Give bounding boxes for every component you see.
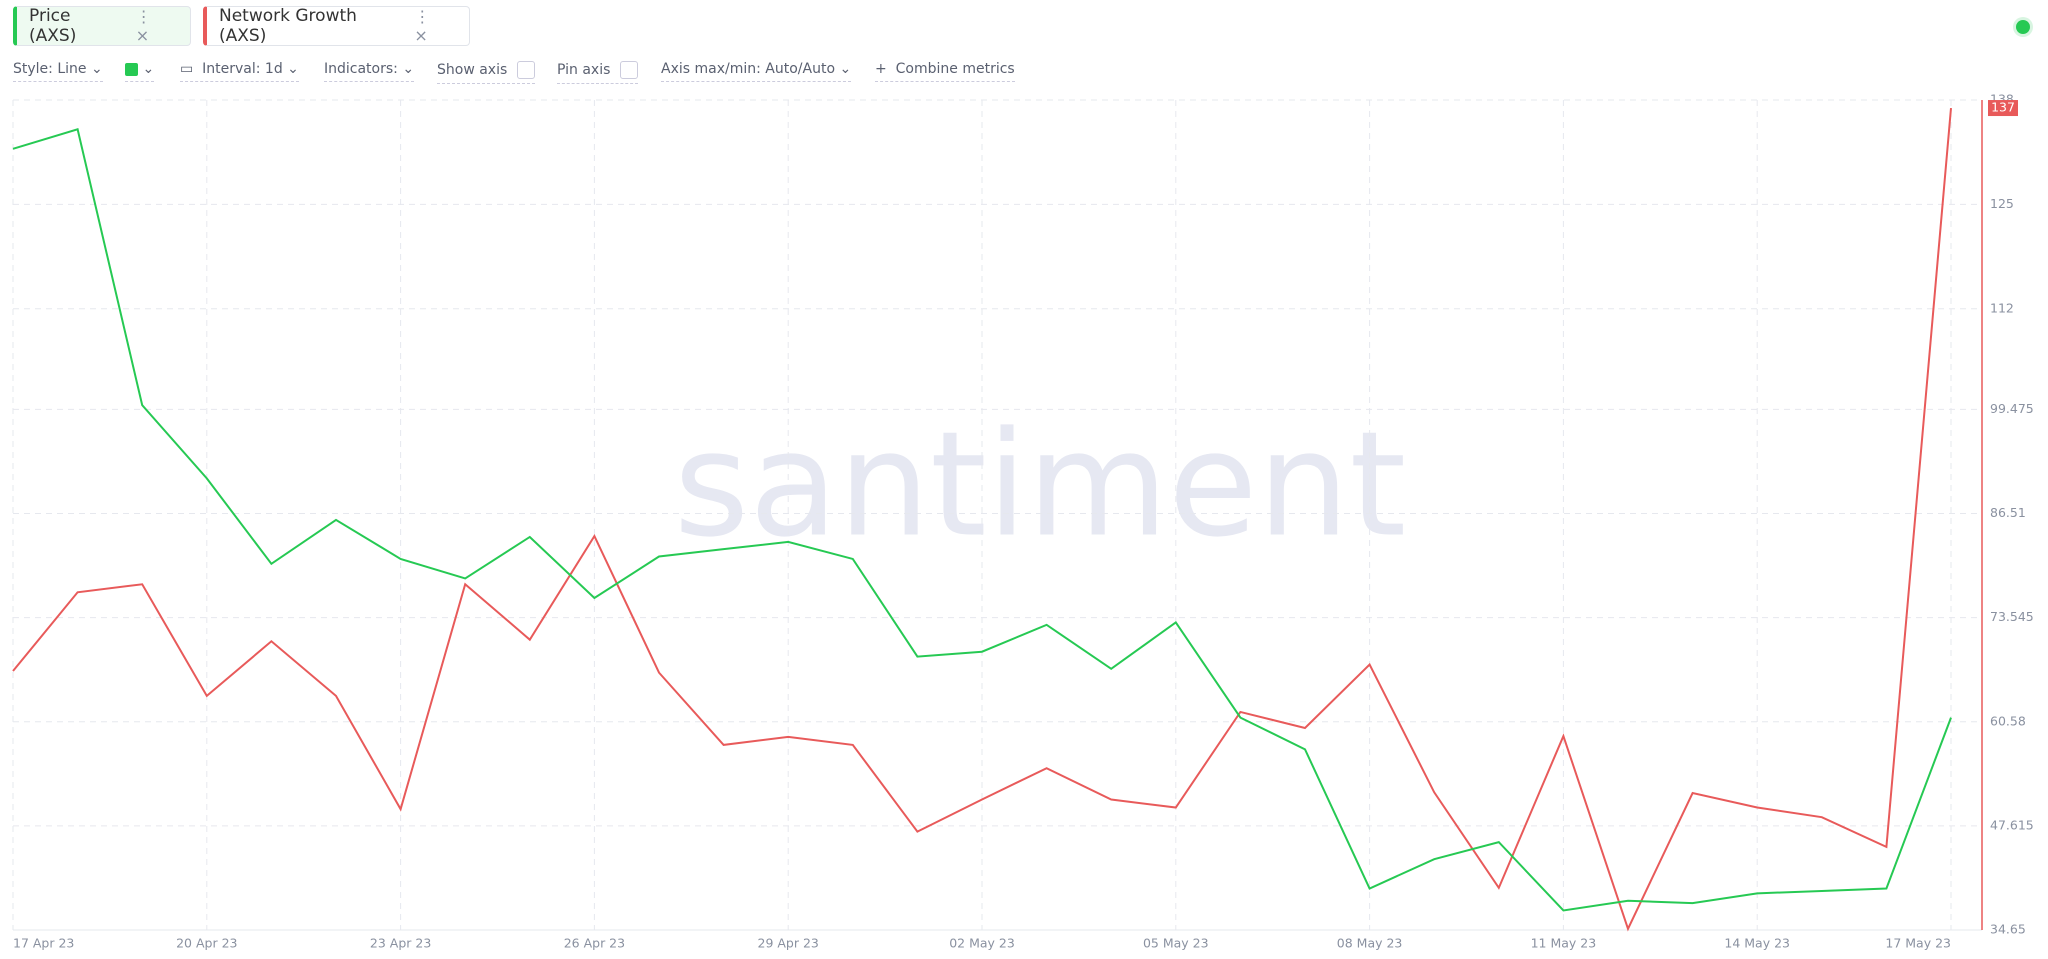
tab-label: Price (AXS)	[29, 6, 77, 46]
toolbar-label: Style: Line	[13, 61, 87, 77]
x-tick-label: 20 Apr 23	[176, 936, 237, 951]
x-tick-label: 17 Apr 23	[13, 936, 74, 951]
x-tick-label: 08 May 23	[1337, 936, 1403, 951]
last-value-label: 137	[1991, 100, 2015, 115]
style-select[interactable]: Style: Line ⌄	[13, 61, 103, 82]
tab-icons[interactable]: ⋮ ×	[414, 7, 441, 45]
toolbar-label: Show axis	[437, 62, 508, 78]
y-tick-label: 138	[1990, 92, 2014, 107]
x-tick-label: 17 May 23	[1885, 936, 1951, 951]
y-tick-label: 47.615	[1990, 817, 2034, 832]
y-tick-label: 73.545	[1990, 609, 2034, 624]
color-select[interactable]: ⌄	[125, 61, 155, 82]
indicators-select[interactable]: Indicators: ⌄	[324, 61, 415, 82]
metric-tab[interactable]: Network Growth (AXS) ⋮ ×	[203, 6, 470, 46]
y-tick-label: 112	[1990, 300, 2014, 315]
x-tick-label: 23 Apr 23	[370, 936, 431, 951]
metric-tab[interactable]: Price (AXS) ⋮ ×	[13, 6, 191, 46]
show-axis-toggle[interactable]: Show axis	[437, 61, 536, 84]
toolbar-label: Combine metrics	[895, 61, 1015, 77]
toolbar-label: Pin axis	[557, 62, 611, 78]
toolbar-label: Interval: 1d	[202, 61, 283, 77]
combine-metrics-button[interactable]: + Combine metrics	[875, 61, 1015, 82]
x-tick-label: 05 May 23	[1143, 936, 1209, 951]
y-tick-label: 34.65	[1990, 922, 2026, 937]
y-tick-label: 60.58	[1990, 713, 2026, 728]
series-line	[12, 128, 1952, 912]
x-tick-label: 29 Apr 23	[758, 936, 819, 951]
last-value-badge	[1988, 100, 2018, 117]
toolbar-label: Indicators:	[324, 61, 398, 77]
axis-maxmin-select[interactable]: Axis max/min: Auto/Auto ⌄	[661, 61, 852, 82]
x-tick-label: 14 May 23	[1724, 936, 1790, 951]
y-tick-label: 125	[1990, 196, 2014, 211]
status-dot	[2016, 20, 2030, 34]
tab-label: Network Growth (AXS)	[219, 6, 357, 46]
watermark: santiment	[674, 401, 1407, 570]
toolbar-label: Axis max/min: Auto/Auto	[661, 61, 836, 77]
y-tick-label: 99.475	[1990, 401, 2034, 416]
y-tick-label: 86.51	[1990, 505, 2026, 520]
pin-axis-toggle[interactable]: Pin axis	[557, 61, 639, 84]
x-tick-label: 26 Apr 23	[564, 936, 625, 951]
x-tick-label: 02 May 23	[949, 936, 1015, 951]
x-tick-label: 11 May 23	[1531, 936, 1597, 951]
interval-select[interactable]: ▭ Interval: 1d ⌄	[180, 61, 299, 82]
series-line	[12, 107, 1952, 932]
tab-icons[interactable]: ⋮ ×	[135, 7, 162, 45]
